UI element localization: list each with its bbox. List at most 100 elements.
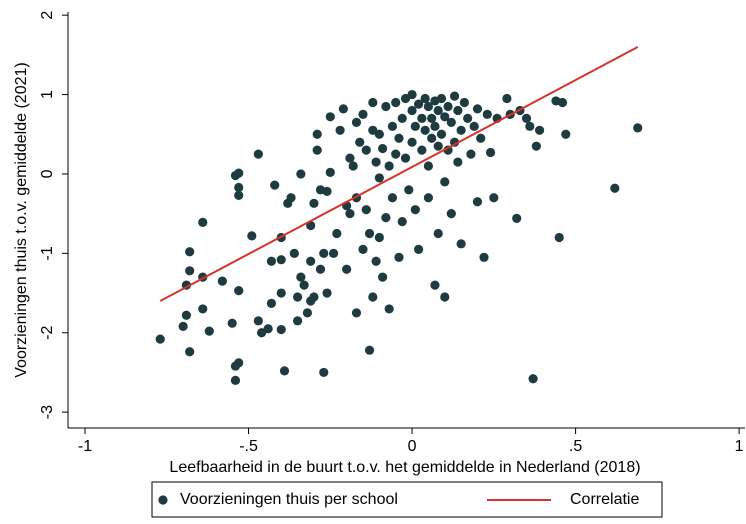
- scatter-point: [440, 112, 450, 122]
- scatter-point: [387, 193, 398, 203]
- scatter-point: [535, 125, 545, 135]
- scatter-point: [266, 256, 277, 266]
- scatter-point: [430, 121, 440, 131]
- scatter-point: [322, 186, 332, 197]
- scatter-point: [433, 141, 443, 151]
- scatter-point: [263, 324, 273, 334]
- legend-marker: [158, 495, 168, 505]
- scatter-point: [427, 113, 437, 123]
- scatter-point: [557, 97, 568, 108]
- scatter-point: [469, 121, 479, 131]
- scatter-point: [332, 228, 342, 239]
- scatter-point: [312, 145, 322, 155]
- scatter-point: [361, 145, 371, 155]
- scatter-point: [234, 190, 244, 200]
- scatter-point: [446, 117, 456, 127]
- scatter-point: [276, 255, 286, 265]
- y-tick-label: -3: [39, 405, 56, 419]
- scatter-point: [436, 129, 447, 139]
- scatter-point: [296, 169, 306, 179]
- scatter-point: [253, 149, 263, 159]
- scatter-point: [319, 367, 329, 378]
- y-axis-title: Voorzieningen thuis t.o.v. gemiddelde (2…: [13, 62, 30, 377]
- scatter-point: [292, 292, 303, 302]
- scatter-point: [407, 137, 417, 147]
- scatter-point: [270, 180, 280, 190]
- scatter-point: [610, 183, 620, 193]
- scatter-point: [368, 97, 378, 108]
- scatter-point: [443, 145, 453, 155]
- scatter-point: [456, 239, 466, 249]
- scatter-point: [328, 248, 339, 258]
- scatter-point: [351, 117, 362, 127]
- scatter-point: [420, 125, 430, 135]
- scatter-point: [561, 129, 571, 139]
- scatter-point: [525, 121, 535, 131]
- scatter-point: [485, 147, 496, 158]
- y-tick-label: -2: [39, 326, 56, 340]
- scatter-point: [472, 197, 483, 207]
- legend-box: [151, 481, 663, 518]
- scatter-point: [217, 276, 227, 286]
- scatter-point: [479, 252, 489, 262]
- scatter-point: [309, 198, 319, 208]
- scatter-point: [423, 161, 434, 171]
- scatter-point: [472, 104, 483, 114]
- scatter-point: [342, 264, 352, 274]
- scatter-point: [381, 101, 391, 112]
- scatter-point: [374, 232, 384, 243]
- scatter-point: [299, 280, 309, 290]
- scatter-point: [266, 298, 277, 308]
- scatter-point: [387, 121, 398, 131]
- scatter-point: [351, 308, 362, 318]
- scatter-point: [391, 97, 401, 108]
- scatter-point: [325, 112, 335, 122]
- scatter-point: [364, 228, 375, 239]
- scatter-point: [335, 125, 345, 135]
- x-tick-label: .5: [569, 438, 582, 455]
- x-tick-label: 0: [408, 438, 417, 455]
- fit-line: [159, 46, 639, 302]
- scatter-point: [292, 316, 303, 326]
- scatter-point: [436, 93, 447, 104]
- scatter-point: [234, 286, 244, 296]
- scatter-point: [433, 105, 443, 116]
- scatter-point: [521, 113, 532, 123]
- scatter-point: [528, 374, 538, 384]
- scatter-point: [430, 280, 440, 290]
- scatter-point: [414, 244, 424, 254]
- scatter-point: [286, 193, 296, 203]
- scatter-point: [234, 182, 244, 193]
- x-tick-label: -1: [78, 438, 92, 455]
- scatter-point: [319, 248, 329, 258]
- scatter-point: [358, 109, 368, 120]
- scatter-point: [185, 247, 195, 257]
- scatter-point: [397, 113, 407, 123]
- scatter-point: [433, 228, 443, 239]
- scatter-point: [482, 109, 492, 120]
- scatter-point: [276, 288, 286, 298]
- scatter-point: [247, 231, 257, 241]
- scatter-point: [345, 209, 355, 219]
- scatter-point: [338, 104, 348, 114]
- scatter-point: [512, 213, 522, 224]
- scatter-point: [234, 168, 244, 178]
- scatter-point: [420, 93, 430, 104]
- scatter-point: [384, 304, 394, 314]
- scatter-point: [315, 264, 326, 274]
- y-tick-label: -1: [39, 246, 56, 260]
- scatter-point: [345, 153, 355, 163]
- scatter-point: [456, 125, 466, 135]
- scatter-point: [440, 177, 450, 187]
- scatter-point: [371, 157, 381, 167]
- scatter-point: [633, 123, 643, 133]
- scatter-point: [348, 161, 358, 171]
- scatter-point: [423, 101, 434, 112]
- scatter-point: [358, 244, 368, 254]
- scatter-point: [181, 310, 191, 320]
- scatter-point: [325, 167, 335, 177]
- scatter-point: [463, 113, 473, 123]
- scatter-point: [309, 292, 319, 302]
- scatter-point: [410, 121, 420, 131]
